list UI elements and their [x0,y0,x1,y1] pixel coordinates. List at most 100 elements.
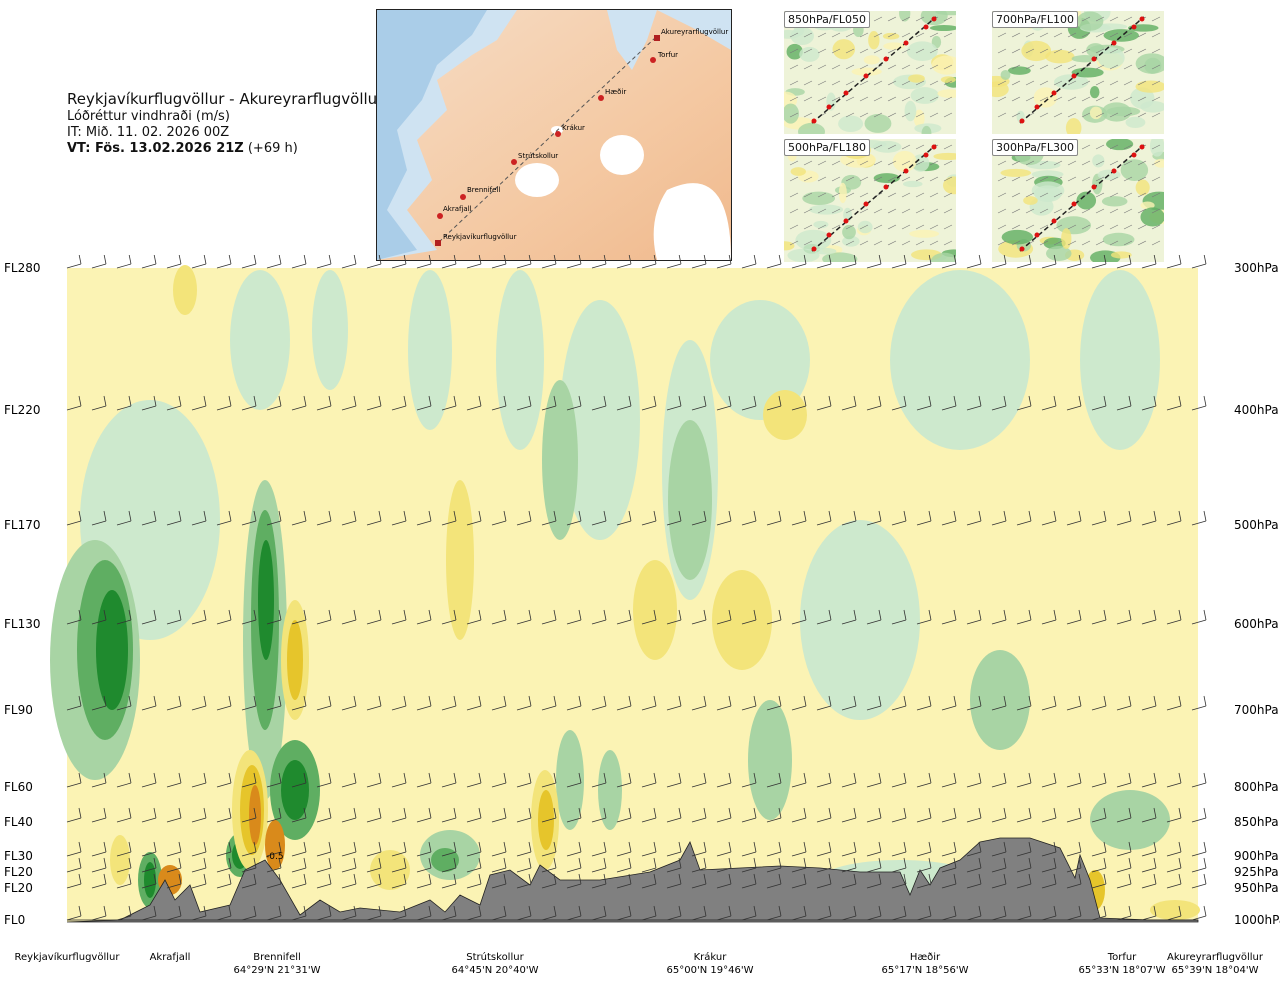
wind-barb-feather [653,857,657,869]
mini-map-barb [1039,32,1049,38]
mini-map-barb [901,208,911,214]
wind-barb-feather [853,857,857,869]
wind-barb-feather [103,395,107,407]
wind-barb [941,915,957,921]
mini-map-barb [943,192,953,198]
mini-map-barb [1109,16,1119,22]
wind-barb-feather [828,695,832,707]
wind-barb-feather [1028,772,1032,784]
wind-barb-feather [553,857,557,869]
wind-barb-feather [853,873,857,885]
wind-barb-feather [228,841,232,853]
wind-barb [516,263,532,269]
wind-barb [491,915,507,921]
wind-barb-feather [1103,857,1107,869]
mini-map-barb [997,224,1007,230]
location-name: Akrafjall [150,952,191,963]
wind-barb [341,867,357,873]
wind-barb [366,263,382,269]
wind-barb-feather [1003,510,1007,522]
wind-barb-feather [578,695,582,707]
waypoint-marker-krakur [555,131,561,137]
wind-barb-feather [753,510,757,522]
wind-barb-feather [428,905,432,917]
wind-barb-feather [1203,905,1207,917]
mini-map-waypoint [1019,246,1025,252]
mini-map-waypoint [883,56,889,62]
wind-barb-feather [403,510,407,522]
wind-barb-feather [1128,857,1132,869]
wind-barb-feather [78,905,82,917]
mini-map-barb [817,64,827,70]
mini-map-field [864,114,892,133]
pressure-level-tick: 925hPa [1234,865,1279,879]
mini-map-barb [1151,96,1161,102]
wind-barb-feather [328,255,332,265]
wind-barb [241,883,257,889]
wind-barb [266,405,282,411]
wind-barb-feather [1003,395,1007,407]
wind-barb [1041,782,1057,788]
mini-map-barb [1137,160,1147,166]
wind-barb [441,782,457,788]
pressure-level-tick: 500hPa [1234,518,1279,532]
velocity-contour [230,270,290,410]
mini-map-barb [1095,144,1105,150]
wind-barb [291,883,307,889]
wind-barb-feather [803,510,807,522]
mini-map-barb [873,32,883,38]
wind-barb [66,782,82,788]
mini-map-barb [887,240,897,246]
mini-map-field [809,204,844,215]
wind-barb-feather [603,772,607,784]
mini-map-barb [1137,96,1147,102]
mini-map-barb [929,208,939,214]
wind-barb-feather [978,395,982,407]
mini-map-barb [845,48,855,54]
wind-barb-feather [728,873,732,885]
wind-barb [1141,883,1157,889]
wind-barb-feather [1103,807,1107,819]
wind-barb-feather [653,772,657,784]
wind-barb-feather [1028,873,1032,885]
pressure-level-tick: 800hPa [1234,780,1279,794]
mini-map-field [842,224,856,240]
wind-barb [641,520,657,526]
wind-barb-feather [1178,395,1182,407]
pressure-level-tick: 950hPa [1234,881,1279,895]
wind-barb [491,705,507,711]
wind-barb [1191,520,1207,526]
wind-barb [491,851,507,857]
wind-barb [141,782,157,788]
wind-barb-feather [878,873,882,885]
mini-map-field [795,229,832,251]
wind-barb [316,817,332,823]
wind-barb-feather [103,807,107,819]
wind-barb-feather [1053,510,1057,522]
wind-barb [491,867,507,873]
mini-map-waypoint [826,104,832,110]
mini-map-waypoint [1111,168,1117,174]
velocity-contour [668,420,712,580]
wind-barb [1066,520,1082,526]
cross-section-chart: FL280FL220FL170FL130FL90FL60FL40FL30FL20… [4,255,1280,976]
wind-barb-feather [1028,857,1032,869]
mini-map-waypoint [1111,40,1117,46]
wind-barb [566,619,582,625]
wind-barb [916,915,932,921]
wind-barb-feather [903,807,907,819]
mini-map-barb [1081,16,1091,22]
wind-barb [691,705,707,711]
mini-map-field [1101,102,1132,122]
wind-barb [716,851,732,857]
mini-map-barb [845,176,855,182]
wind-barb-feather [278,695,282,707]
wind-barb [216,915,232,921]
mini-map-barb [915,16,925,22]
wind-barb [816,619,832,625]
valid-time-lead: (+69 h) [247,141,298,156]
mini-map-barb [1095,208,1105,214]
mini-map-waypoint [931,144,937,150]
velocity-contour [173,265,197,315]
wind-barb-feather [428,510,432,522]
